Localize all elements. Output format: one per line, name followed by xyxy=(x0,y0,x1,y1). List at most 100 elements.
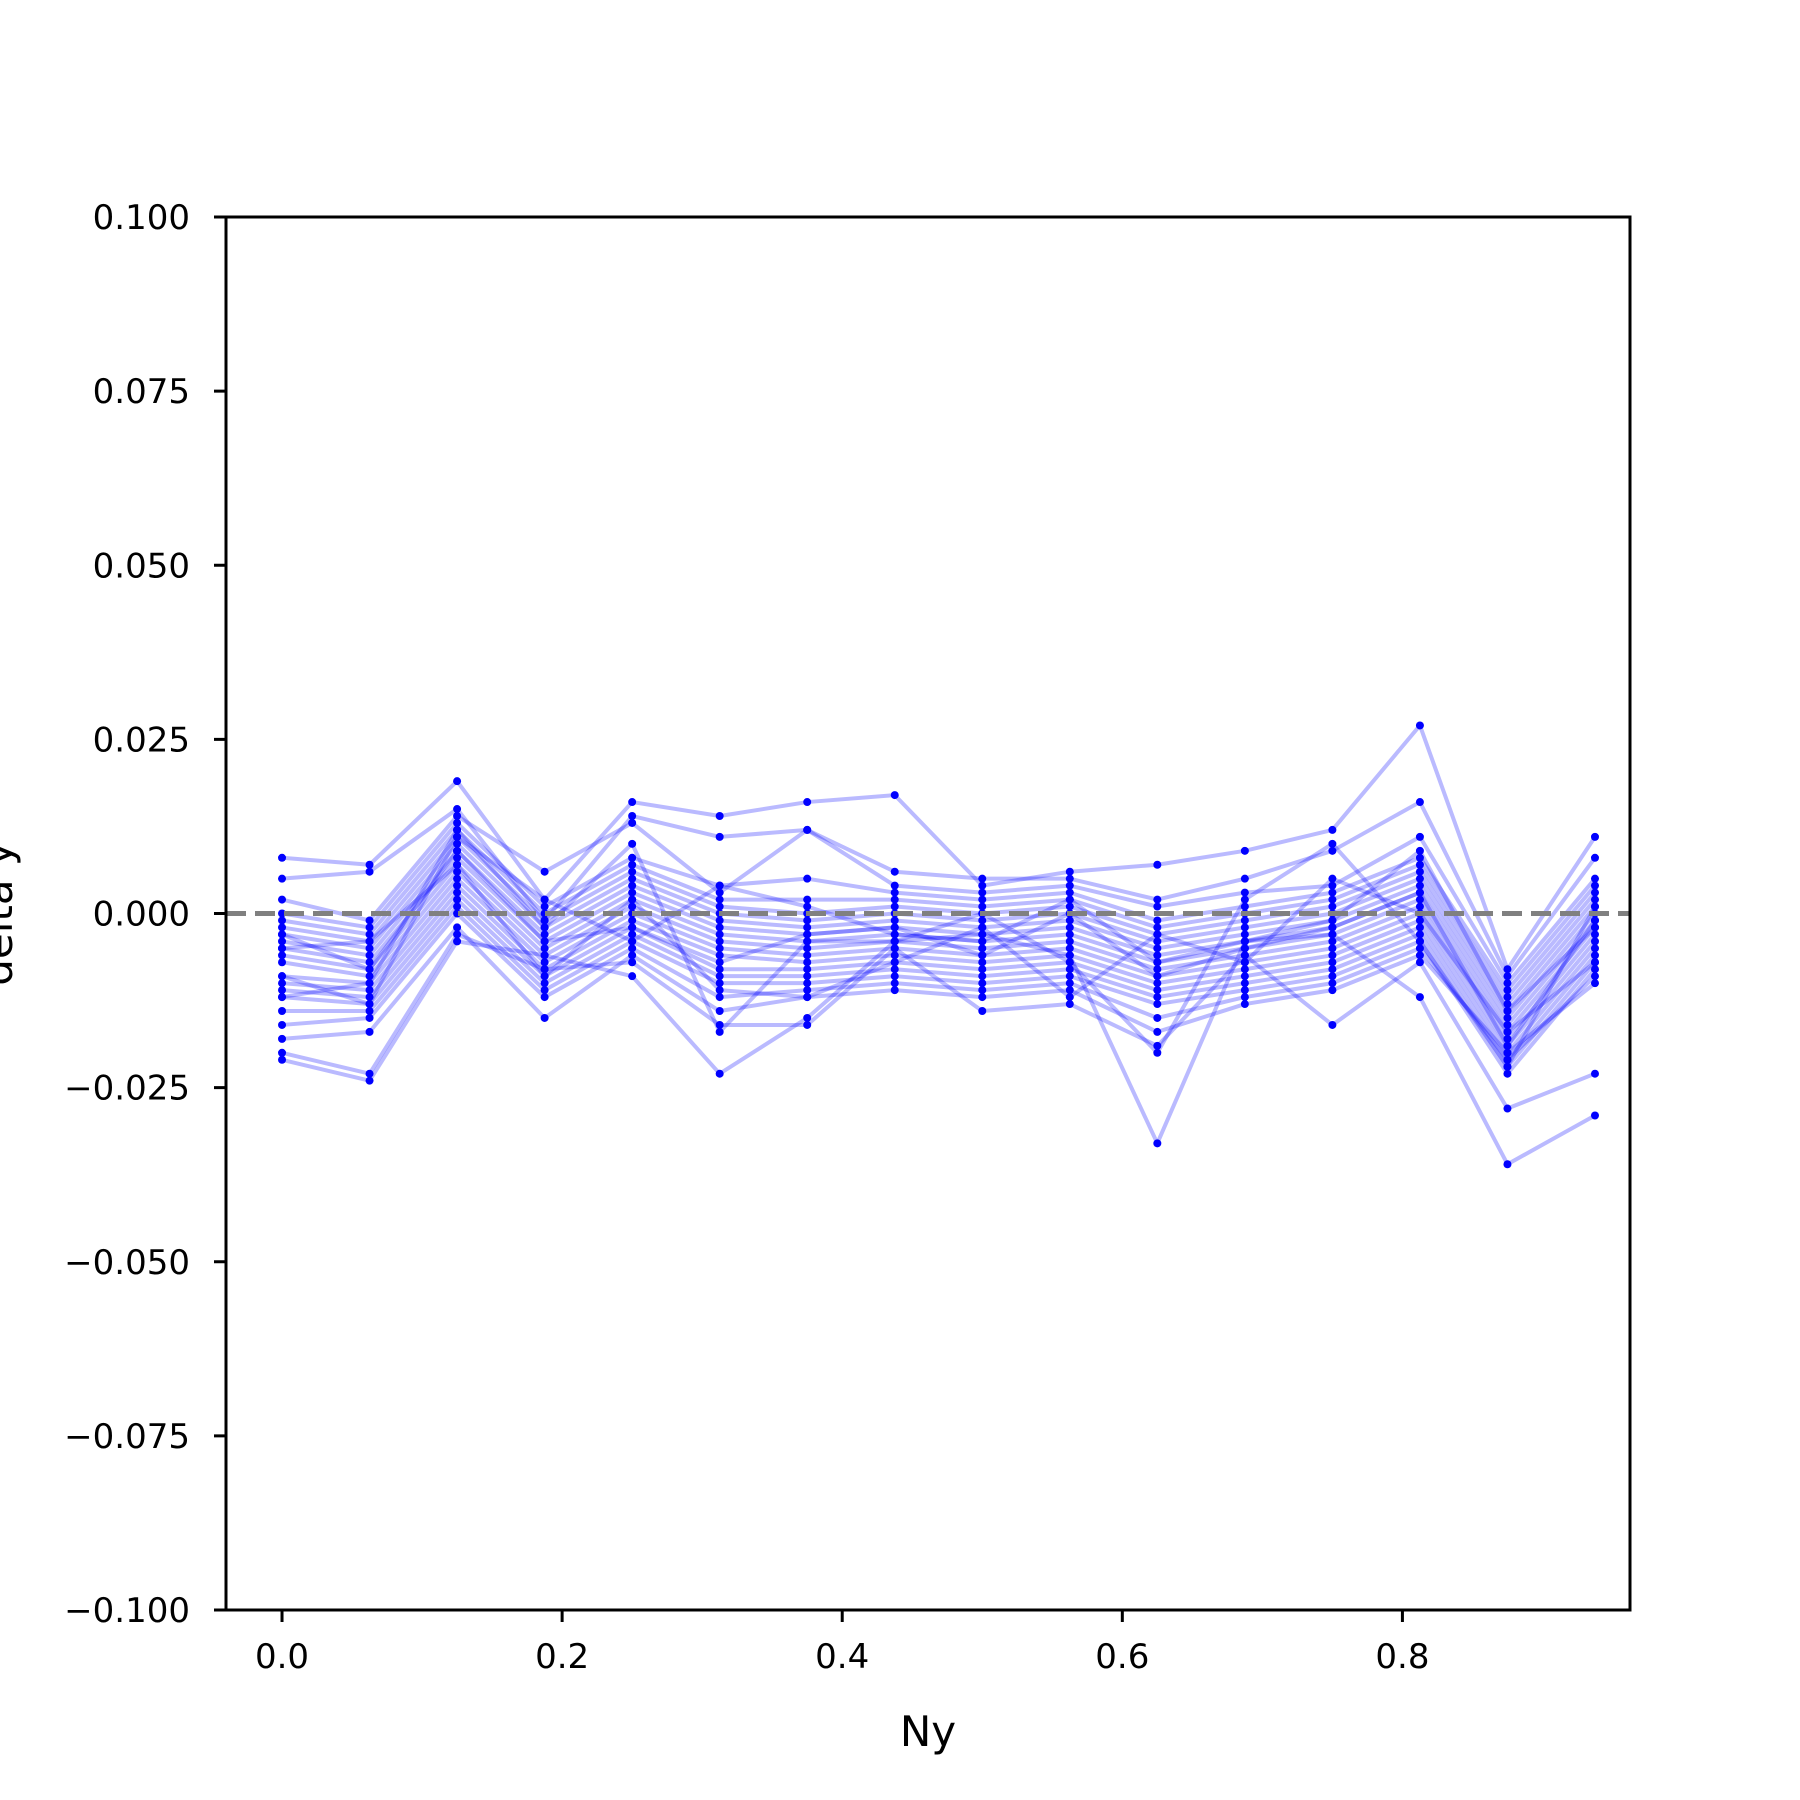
data-point xyxy=(715,944,724,953)
data-point xyxy=(890,867,899,876)
data-point xyxy=(1065,958,1074,967)
data-point xyxy=(890,965,899,974)
data-point xyxy=(1065,951,1074,960)
data-point xyxy=(978,930,987,939)
data-point xyxy=(1415,993,1424,1002)
data-point xyxy=(803,972,812,981)
data-point xyxy=(1328,881,1337,890)
data-point xyxy=(365,1027,374,1036)
series-line-5 xyxy=(281,827,1597,1000)
data-point xyxy=(1328,825,1337,834)
data-point xyxy=(1240,846,1249,855)
data-point xyxy=(1503,1007,1512,1016)
data-point xyxy=(1415,860,1424,869)
data-point xyxy=(628,937,637,946)
data-point xyxy=(628,881,637,890)
data-point xyxy=(803,930,812,939)
data-point xyxy=(978,993,987,1002)
data-point xyxy=(978,958,987,967)
data-point xyxy=(628,811,637,820)
data-point xyxy=(365,993,374,1002)
data-point xyxy=(453,895,462,904)
series-line-10 xyxy=(281,862,1597,1034)
data-point xyxy=(628,972,637,981)
series-line-18 xyxy=(281,925,1597,1055)
data-point xyxy=(978,916,987,925)
data-point xyxy=(1153,1013,1162,1022)
data-point xyxy=(1503,979,1512,988)
data-point xyxy=(890,895,899,904)
data-point xyxy=(453,881,462,890)
data-point xyxy=(1240,937,1249,946)
data-point xyxy=(1240,958,1249,967)
data-point xyxy=(278,986,287,995)
data-point xyxy=(1240,986,1249,995)
data-point xyxy=(1590,888,1599,897)
series-line-12 xyxy=(281,876,1597,1048)
series-line-13 xyxy=(281,883,1597,1055)
data-point xyxy=(715,923,724,932)
data-point xyxy=(803,993,812,1002)
data-point xyxy=(628,958,637,967)
data-point xyxy=(365,944,374,953)
y-axis: 0.100 0.075 0.050 0.025 0.000 −0.025 −0.050 −0.… xyxy=(64,198,226,1631)
data-point xyxy=(1503,1160,1512,1169)
data-point xyxy=(1153,972,1162,981)
data-point xyxy=(803,958,812,967)
data-point xyxy=(715,965,724,974)
data-point xyxy=(365,930,374,939)
data-point xyxy=(278,874,287,883)
data-point xyxy=(1415,846,1424,855)
data-point xyxy=(1503,1013,1512,1022)
data-point xyxy=(715,972,724,981)
y-tick-label: −0.100 xyxy=(64,1591,190,1631)
data-point xyxy=(1415,958,1424,967)
series-line-7 xyxy=(281,841,1597,1014)
data-point xyxy=(540,930,549,939)
data-point xyxy=(278,972,287,981)
data-point xyxy=(803,951,812,960)
data-point xyxy=(715,951,724,960)
data-point xyxy=(1590,965,1599,974)
data-point xyxy=(453,811,462,820)
data-point xyxy=(803,1020,812,1029)
data-point xyxy=(1328,923,1337,932)
data-point xyxy=(803,1013,812,1022)
data-point xyxy=(1415,874,1424,883)
data-point xyxy=(1065,1000,1074,1009)
data-point xyxy=(453,818,462,827)
data-point xyxy=(540,916,549,925)
data-point xyxy=(1065,881,1074,890)
data-point xyxy=(365,923,374,932)
data-point xyxy=(1153,895,1162,904)
data-point xyxy=(978,1007,987,1016)
data-point xyxy=(1240,944,1249,953)
data-point xyxy=(890,888,899,897)
data-point xyxy=(540,951,549,960)
y-tick-label: −0.050 xyxy=(64,1243,190,1283)
data-point xyxy=(1415,951,1424,960)
series-line-1 xyxy=(281,723,1597,972)
data-point xyxy=(1240,1000,1249,1009)
x-axis: 0.0 0.2 0.4 0.6 0.8 xyxy=(255,1610,1429,1677)
data-point xyxy=(715,930,724,939)
data-point xyxy=(1415,721,1424,730)
data-point xyxy=(978,923,987,932)
data-point xyxy=(715,916,724,925)
data-point xyxy=(978,986,987,995)
data-point xyxy=(540,923,549,932)
data-point xyxy=(453,923,462,932)
series-line-24 xyxy=(281,848,1597,1048)
data-point xyxy=(803,825,812,834)
data-point xyxy=(1415,923,1424,932)
data-point xyxy=(1065,993,1074,1002)
data-point xyxy=(1503,1027,1512,1036)
data-point xyxy=(628,951,637,960)
data-point xyxy=(540,972,549,981)
data-point xyxy=(1503,1069,1512,1078)
data-point xyxy=(540,944,549,953)
data-point xyxy=(715,979,724,988)
data-point xyxy=(890,986,899,995)
data-point xyxy=(1328,979,1337,988)
